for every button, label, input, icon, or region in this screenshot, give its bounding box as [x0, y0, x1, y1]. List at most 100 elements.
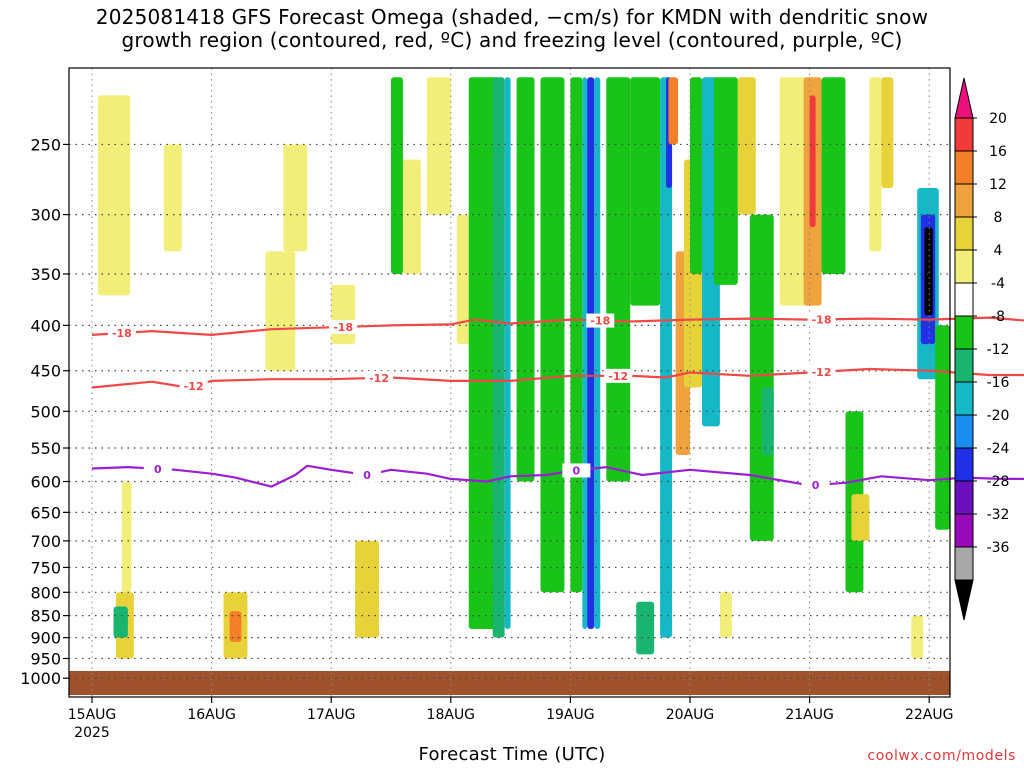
dgz-contour-label: -18: [333, 321, 353, 334]
dgz-contour-line: [91, 316, 1024, 336]
colorbar-bin: [954, 282, 974, 317]
colorbar-bin: [954, 216, 974, 251]
x-tick-label: 17AUG: [307, 707, 356, 723]
omega-cell: [492, 77, 505, 638]
colorbar-label: 20: [989, 111, 1007, 127]
chart-title: 2025081418 GFS Forecast Omega (shaded, −…: [0, 6, 1024, 52]
colorbar-label: 12: [989, 177, 1007, 193]
colorbar-label: -8: [991, 309, 1005, 325]
dgz-contour-label: -12: [369, 372, 389, 385]
grid-lines: [69, 68, 950, 697]
omega-cell: [426, 77, 451, 215]
omega-cell: [630, 77, 661, 306]
x-tick-label: 16AUG: [187, 707, 236, 723]
dgz-contour-label-bg: [365, 370, 394, 385]
omega-cell: [924, 227, 933, 316]
omega-cell: [229, 611, 242, 642]
chart-title-line-2: growth region (contoured, red, ºC) and f…: [121, 28, 903, 52]
dgz-contour-label-bg: [179, 378, 208, 393]
colorbar-bin: [954, 546, 974, 581]
y-tick-label: 550: [30, 439, 61, 458]
omega-cell: [779, 77, 810, 306]
freezing-level-contour-label: 0: [812, 479, 820, 492]
omega-cell: [690, 77, 702, 274]
colorbar-bin: [954, 183, 974, 218]
source-credit[interactable]: coolwx.com/models: [867, 748, 1016, 764]
y-tick-label: 700: [30, 532, 61, 551]
omega-cell: [540, 77, 565, 593]
pressure-axis: 250 300 350 400 450 500 550 600 650 700 750 800 850 9…: [20, 135, 69, 688]
colorbar-label: -4: [991, 276, 1005, 292]
colorbar-bin: [954, 117, 974, 152]
colorbar-label: 4: [994, 243, 1003, 259]
time-axis: 15AUG 16AUG 17AUG 18AUG 19AUG 20AUG 21AUG 22AUG…: [68, 697, 954, 741]
omega-cell: [821, 77, 846, 274]
omega-cell: [331, 284, 356, 345]
omega-cell: [504, 77, 511, 629]
y-tick-label: 800: [30, 583, 61, 602]
freezing-level-contour-label: 0: [363, 469, 371, 482]
colorbar-bin: [954, 77, 974, 119]
dgz-contour-label-bg: [807, 312, 836, 327]
dgz-contour-label: -12: [812, 366, 832, 379]
dgz-contour-label: -18: [590, 315, 610, 328]
omega-cell: [749, 214, 774, 541]
colorbar-label: -12: [987, 342, 1010, 358]
x-tick-label: 22AUG: [905, 707, 954, 723]
colorbar-label: -16: [987, 375, 1010, 391]
colorbar-bin: [954, 348, 974, 383]
x-tick-label: 15AUG: [68, 707, 117, 723]
dgz-contour-label-bg: [586, 313, 615, 328]
dgz-contour-label: -18: [812, 313, 832, 326]
omega-cell: [935, 325, 950, 530]
y-tick-label: 650: [30, 503, 61, 522]
y-tick-label: 950: [30, 649, 61, 668]
chart-title-line-1: 2025081418 GFS Forecast Omega (shaded, −…: [95, 5, 929, 29]
omega-cell: [869, 77, 882, 252]
colorbar-bin: [954, 579, 974, 621]
omega-cell: [265, 251, 296, 371]
ground-band: [69, 671, 950, 695]
y-tick-label: 600: [30, 473, 61, 492]
omega-cell: [283, 144, 308, 252]
omega-cell: [713, 77, 738, 285]
omega-cell: [719, 592, 732, 638]
x-tick-label: 18AUG: [427, 707, 476, 723]
colorbar-label: -24: [987, 441, 1010, 457]
dgz-contour-label-bg: [107, 326, 136, 341]
colorbar-label: 8: [994, 210, 1003, 226]
plot-frame: [68, 67, 951, 698]
colorbar-bin: [954, 513, 974, 548]
omega-cell: [516, 77, 535, 482]
y-tick-label: 750: [30, 558, 61, 577]
contour-lines: -18 -18 -18 -18 -12 -12 -12 -12 0 0 0 0: [91, 312, 1024, 492]
omega-cell: [121, 481, 132, 593]
omega-cell: [911, 615, 924, 659]
colorbar-bin: [954, 414, 974, 449]
y-tick-label: 1000: [20, 669, 61, 688]
y-tick-label: 250: [30, 135, 61, 154]
colorbar-bin: [954, 249, 974, 284]
x-tick-label: 21AUG: [785, 707, 834, 723]
freezing-level-contour-label-bg: [353, 468, 382, 483]
colorbar-label: 16: [989, 144, 1007, 160]
colorbar-bin: [954, 315, 974, 350]
omega-cell: [587, 77, 595, 629]
dgz-contour-label: -12: [608, 370, 628, 383]
colorbar: 20 16 12 8 4 -4 -8 -12 -16 -20 -24 -28 -32 -36: [954, 77, 1010, 621]
dgz-contour-label: -18: [112, 327, 132, 340]
omega-cell: [391, 77, 403, 274]
omega-cell: [97, 95, 131, 296]
omega-cell: [163, 144, 182, 252]
omega-cell: [468, 77, 499, 629]
omega-cell: [761, 387, 774, 455]
y-tick-label: 500: [30, 402, 61, 421]
omega-cell: [809, 95, 816, 228]
dgz-contour-label-bg: [329, 319, 358, 334]
omega-cell: [668, 77, 679, 145]
omega-cell: [594, 77, 601, 629]
omega-cell: [402, 159, 421, 274]
colorbar-label: -36: [987, 540, 1010, 556]
y-tick-label: 450: [30, 362, 61, 381]
